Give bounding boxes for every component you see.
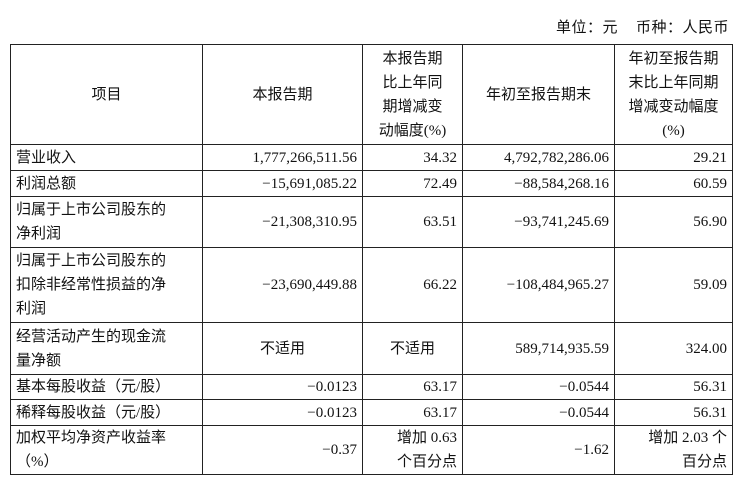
table-row: 利润总额 −15,691,085.22 72.49 −88,584,268.16 60.… (10, 170, 733, 197)
cell-current: 不适用 (202, 322, 363, 375)
cell-ytd: −1.62 (462, 425, 615, 475)
cell-current-change: 63.51 (362, 196, 463, 248)
cell-item: 营业收入 (10, 144, 203, 171)
cell-current-change: 66.22 (362, 247, 463, 323)
header-current: 本报告期 (202, 44, 363, 145)
financial-data-table: 项目 本报告期 本报告期 比上年同 期增减变 动幅度(%) 年初至报告期末 年初… (10, 44, 733, 475)
header-item: 项目 (10, 44, 203, 145)
cell-ytd: −0.0544 (462, 399, 615, 426)
header-ytd: 年初至报告期末 (462, 44, 615, 145)
cell-ytd: 589,714,935.59 (462, 322, 615, 375)
cell-item: 经营活动产生的现金流 量净额 (10, 322, 203, 375)
cell-ytd: 4,792,782,286.06 (462, 144, 615, 171)
cell-item: 归属于上市公司股东的 净利润 (10, 196, 203, 248)
cell-current-change: 增加 0.63 个百分点 (362, 425, 463, 475)
cell-current-change: 72.49 (362, 170, 463, 197)
cell-ytd-change: 324.00 (614, 322, 733, 375)
cell-current-change: 34.32 (362, 144, 463, 171)
cell-ytd: −93,741,245.69 (462, 196, 615, 248)
cell-current: −23,690,449.88 (202, 247, 363, 323)
header-row: 项目 本报告期 本报告期 比上年同 期增减变 动幅度(%) 年初至报告期末 年初… (10, 44, 733, 145)
table-row: 营业收入 1,777,266,511.56 34.32 4,792,782,286.0… (10, 144, 733, 171)
cell-ytd: −108,484,965.27 (462, 247, 615, 323)
table-row: 经营活动产生的现金流 量净额 不适用 不适用 589,714,935.59 324.00 (10, 322, 733, 375)
header-ytd-change: 年初至报告期 末比上年同期 增减变动幅度 (%) (614, 44, 733, 145)
table-row: 加权平均净资产收益率 （%） −0.37 增加 0.63 个百分点 −1.62 增加 2… (10, 425, 733, 475)
cell-item: 稀释每股收益（元/股） (10, 399, 203, 426)
cell-current: −0.0123 (202, 399, 363, 426)
cell-ytd-change: 56.31 (614, 399, 733, 426)
cell-item: 归属于上市公司股东的 扣除非经常性损益的净 利润 (10, 247, 203, 323)
table-row: 归属于上市公司股东的 扣除非经常性损益的净 利润 −23,690,449.88 66… (10, 247, 733, 323)
cell-item: 利润总额 (10, 170, 203, 197)
cell-ytd: −0.0544 (462, 374, 615, 400)
unit-line: 单位：元 币种：人民币 (538, 16, 729, 37)
cell-current-change: 63.17 (362, 374, 463, 400)
cell-item: 加权平均净资产收益率 （%） (10, 425, 203, 475)
table-row: 稀释每股收益（元/股） −0.0123 63.17 −0.0544 56.31 (10, 399, 733, 426)
cell-ytd-change: 56.90 (614, 196, 733, 248)
table-row: 基本每股收益（元/股） −0.0123 63.17 −0.0544 56.31 (10, 374, 733, 400)
cell-current-change: 63.17 (362, 399, 463, 426)
cell-ytd: −88,584,268.16 (462, 170, 615, 197)
cell-ytd-change: 29.21 (614, 144, 733, 171)
cell-current: −0.0123 (202, 374, 363, 400)
currency-label: 币种：人民币 (635, 20, 729, 36)
cell-current-change: 不适用 (362, 322, 463, 375)
table-row: 归属于上市公司股东的 净利润 −21,308,310.95 63.51 −93,741… (10, 196, 733, 248)
cell-current: 1,777,266,511.56 (202, 144, 363, 171)
header-current-change: 本报告期 比上年同 期增减变 动幅度(%) (362, 44, 463, 145)
cell-ytd-change: 56.31 (614, 374, 733, 400)
cell-ytd-change: 59.09 (614, 247, 733, 323)
unit-label: 单位：元 (555, 20, 618, 36)
cell-current: −21,308,310.95 (202, 196, 363, 248)
cell-ytd-change: 60.59 (614, 170, 733, 197)
cell-item: 基本每股收益（元/股） (10, 374, 203, 400)
cell-ytd-change: 增加 2.03 个 百分点 (614, 425, 733, 475)
cell-current: −0.37 (202, 425, 363, 475)
cell-current: −15,691,085.22 (202, 170, 363, 197)
